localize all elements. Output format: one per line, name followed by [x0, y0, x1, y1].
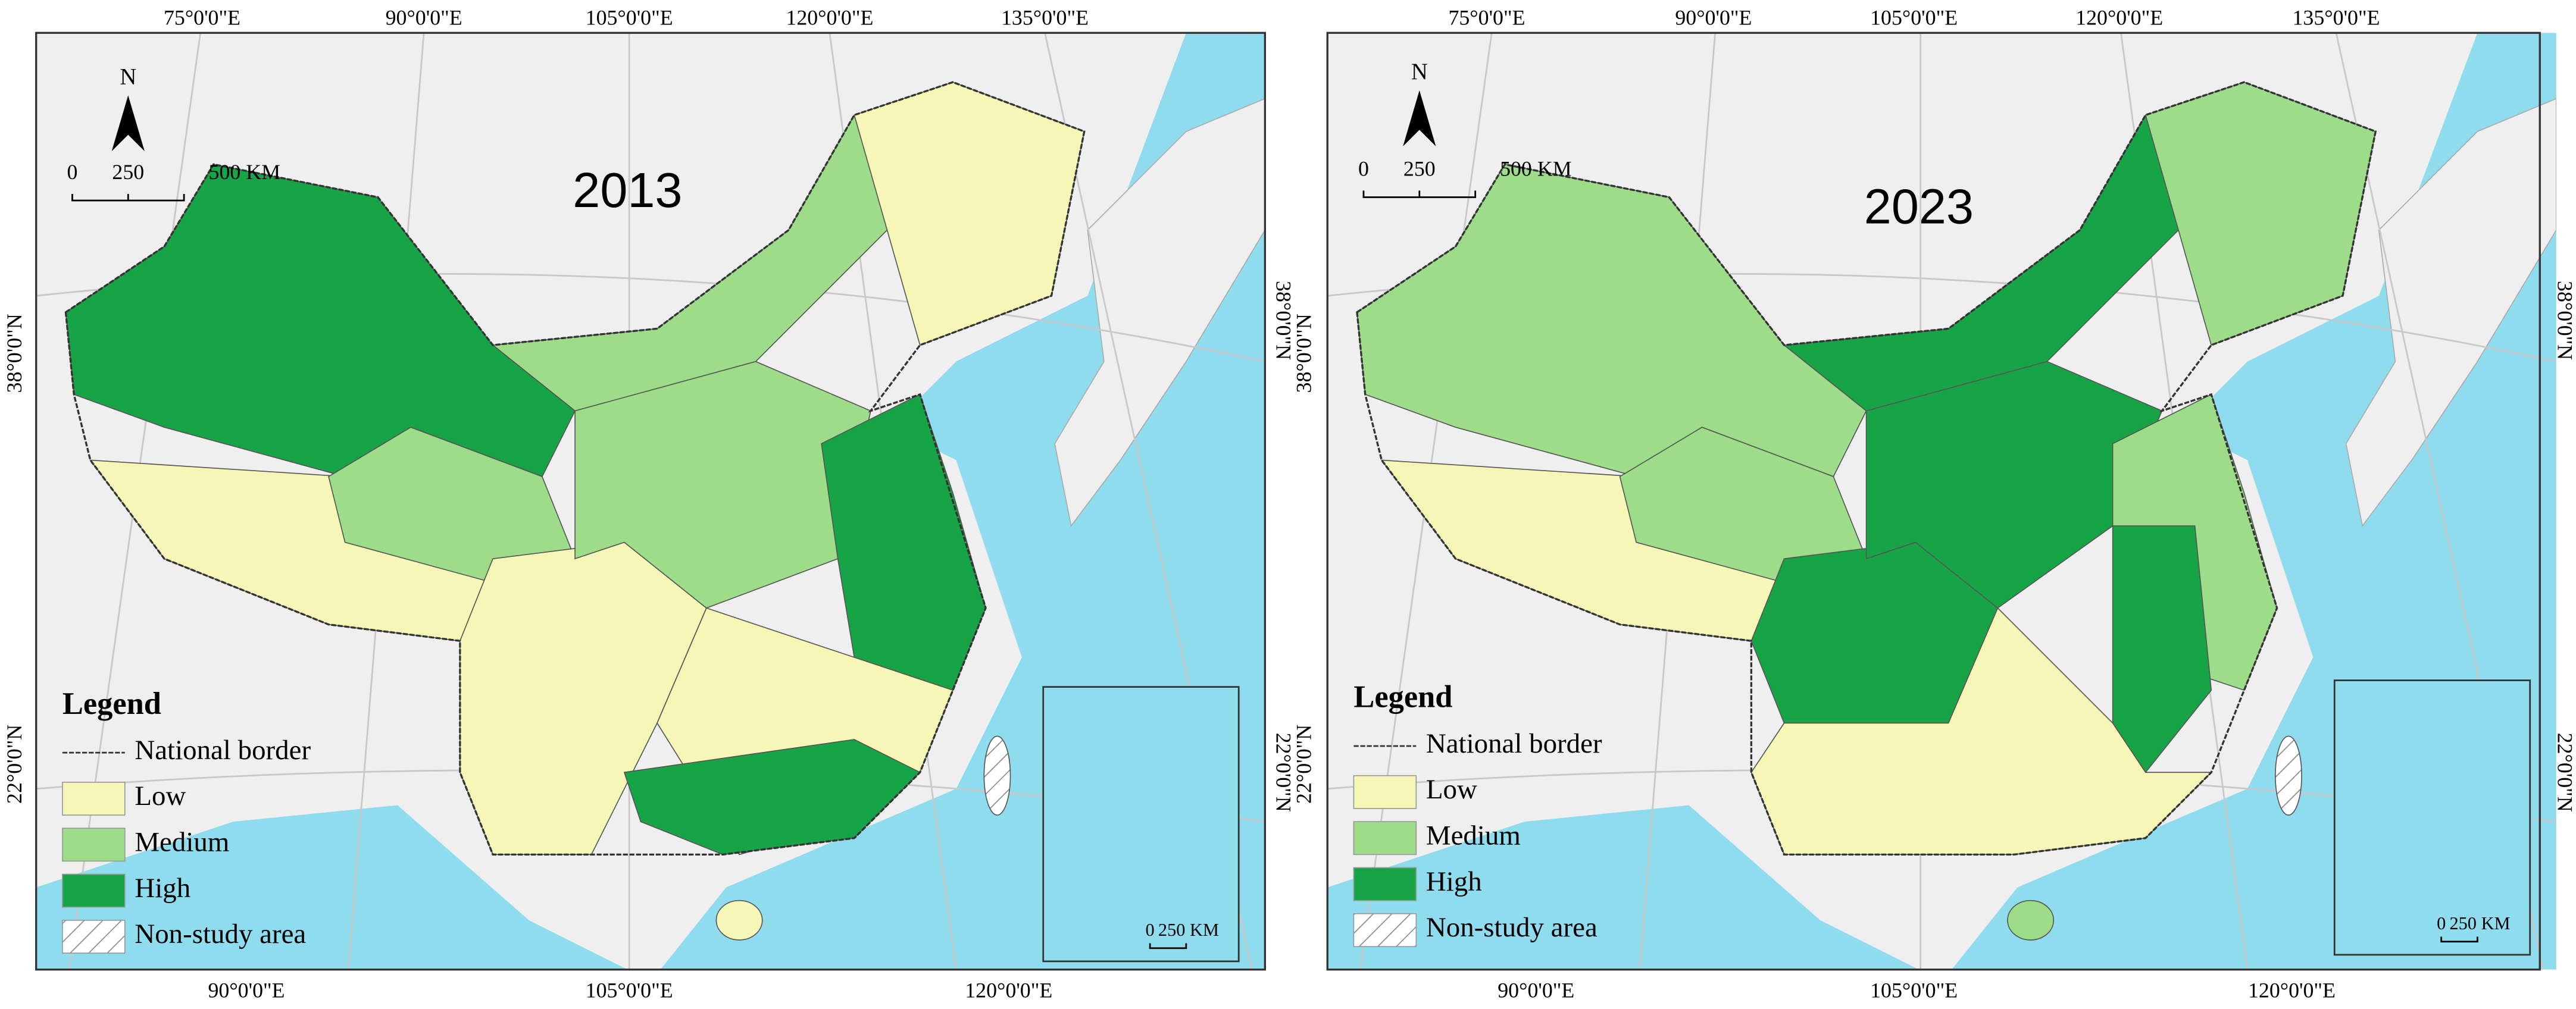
- legend-label: National border: [135, 735, 311, 766]
- longitude-label: 90°0'0"E: [386, 5, 462, 29]
- north-label: N: [1411, 59, 1428, 84]
- legend-swatch: [62, 781, 126, 816]
- inset-scale-label: 250 KM: [1158, 920, 1219, 940]
- longitude-label: 75°0'0"E: [1448, 5, 1525, 29]
- north-arrow: [111, 95, 145, 152]
- map-title: 2023: [1864, 178, 1974, 234]
- inset-scale-label: 250 KM: [2449, 913, 2510, 933]
- scale-label: 500 KM: [1500, 156, 1572, 180]
- regions: [1356, 82, 2377, 941]
- longitude-label: 90°0'0"E: [1675, 5, 1752, 29]
- legend-label: Low: [1426, 774, 1477, 805]
- longitude-label: 120°0'0"E: [786, 5, 873, 29]
- inset-scale-bar: [2440, 936, 2478, 943]
- legend-swatch: [62, 828, 126, 862]
- latitude-label: 38°0'0"N: [2, 314, 26, 393]
- inset-scale-bar: [1149, 943, 1187, 950]
- regions: [65, 82, 1085, 941]
- north-label: N: [120, 64, 136, 89]
- legend-label: Medium: [135, 827, 229, 858]
- legend-swatch: [1353, 775, 1417, 809]
- legend-label: High: [1426, 866, 1482, 897]
- longitude-label: 105°0'0"E: [1870, 5, 1958, 29]
- legend-label: Low: [135, 781, 186, 811]
- longitude-label: 120°0'0"E: [2248, 979, 2336, 1002]
- map-panel-2: [1326, 32, 2556, 971]
- legend-label: Non-study area: [135, 919, 306, 950]
- longitude-label: 105°0'0"E: [586, 979, 673, 1002]
- latitude-label: 38°0'0"N: [1272, 281, 1296, 360]
- scale-label: 0: [1358, 156, 1369, 180]
- longitude-label: 75°0'0"E: [164, 5, 240, 29]
- scale-label: 500 KM: [209, 160, 281, 184]
- legend-label: National border: [1426, 728, 1602, 759]
- legend-title: Legend: [1353, 680, 1452, 715]
- legend-swatch: [62, 920, 126, 954]
- longitude-label: 90°0'0"E: [1498, 979, 1574, 1002]
- latitude-label: 22°0'0"N: [1292, 725, 1316, 804]
- scale-bar: [71, 193, 185, 202]
- latitude-label: 22°0'0"N: [2, 725, 26, 804]
- legend-swatch: [1353, 913, 1417, 947]
- scale-label: 250: [1403, 156, 1436, 180]
- scale-label: 250: [112, 160, 144, 184]
- longitude-label: 135°0'0"E: [1001, 5, 1089, 29]
- map-panel-1: [35, 32, 1267, 971]
- longitude-label: 90°0'0"E: [208, 979, 285, 1002]
- legend-swatch: [62, 873, 126, 908]
- legend-label: High: [135, 873, 190, 904]
- longitude-label: 120°0'0"E: [2075, 5, 2163, 29]
- legend-label: Medium: [1426, 820, 1521, 851]
- longitude-label: 105°0'0"E: [1870, 979, 1958, 1002]
- north-arrow: [1403, 90, 1436, 146]
- latitude-label: 22°0'0"N: [1272, 733, 1296, 812]
- inset-scale-label: 0: [1146, 920, 1155, 940]
- legend-swatch: [1353, 867, 1417, 901]
- legend-title: Legend: [62, 687, 161, 721]
- map-title: 2013: [573, 162, 682, 218]
- latitude-label: 38°0'0"N: [2553, 281, 2576, 360]
- latitude-label: 22°0'0"N: [2553, 733, 2576, 812]
- inset-scale-label: 0: [2437, 913, 2446, 933]
- latitude-label: 38°0'0"N: [1292, 314, 1316, 393]
- longitude-label: 120°0'0"E: [965, 979, 1052, 1002]
- scale-bar: [1362, 190, 1477, 198]
- legend-label: Non-study area: [1426, 912, 1598, 943]
- longitude-label: 135°0'0"E: [2293, 5, 2380, 29]
- scale-label: 0: [67, 160, 77, 184]
- longitude-label: 105°0'0"E: [586, 5, 673, 29]
- legend-swatch: [1353, 821, 1417, 856]
